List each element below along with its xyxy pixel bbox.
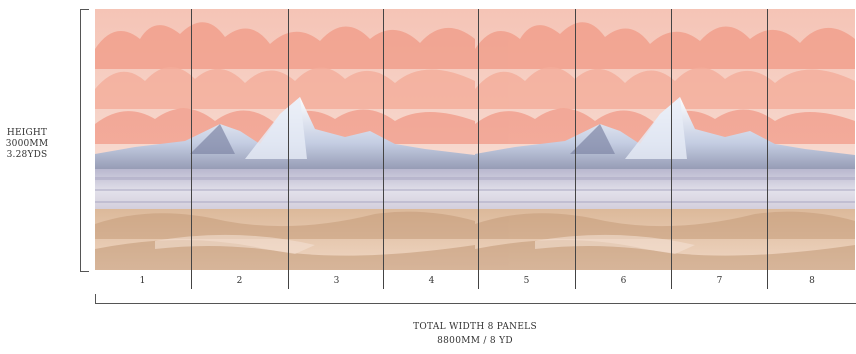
mural-artwork (95, 9, 855, 270)
panel-divider (478, 9, 479, 289)
panel-divider (288, 9, 289, 289)
panel-divider (383, 9, 384, 289)
panel-number: 3 (333, 276, 340, 286)
height-mm: 3000MM (5, 139, 49, 149)
panel-number: 1 (139, 276, 146, 286)
width-label: TOTAL WIDTH 8 PANELS 8800MM / 8 YD (95, 320, 855, 348)
panel-divider (575, 9, 576, 289)
panel-number: 6 (620, 276, 627, 286)
panel-divider (191, 9, 192, 289)
width-bracket (95, 294, 856, 304)
panel-number: 8 (809, 276, 815, 286)
height-title: HEIGHT (6, 128, 48, 138)
panel-divider (767, 9, 768, 289)
panel-divider (671, 9, 672, 289)
height-label: HEIGHT 3000MM 3.28YDS (2, 128, 52, 161)
height-yds: 3.28YDS (6, 150, 48, 160)
height-bracket (80, 9, 89, 272)
mural-illustration (95, 9, 855, 270)
panel-number: 4 (428, 276, 435, 286)
panel-number: 7 (716, 276, 723, 286)
panel-number: 5 (523, 276, 530, 286)
width-title: TOTAL WIDTH 8 PANELS (413, 322, 537, 332)
width-size: 8800MM / 8 YD (437, 336, 513, 346)
panel-number: 2 (236, 276, 243, 286)
